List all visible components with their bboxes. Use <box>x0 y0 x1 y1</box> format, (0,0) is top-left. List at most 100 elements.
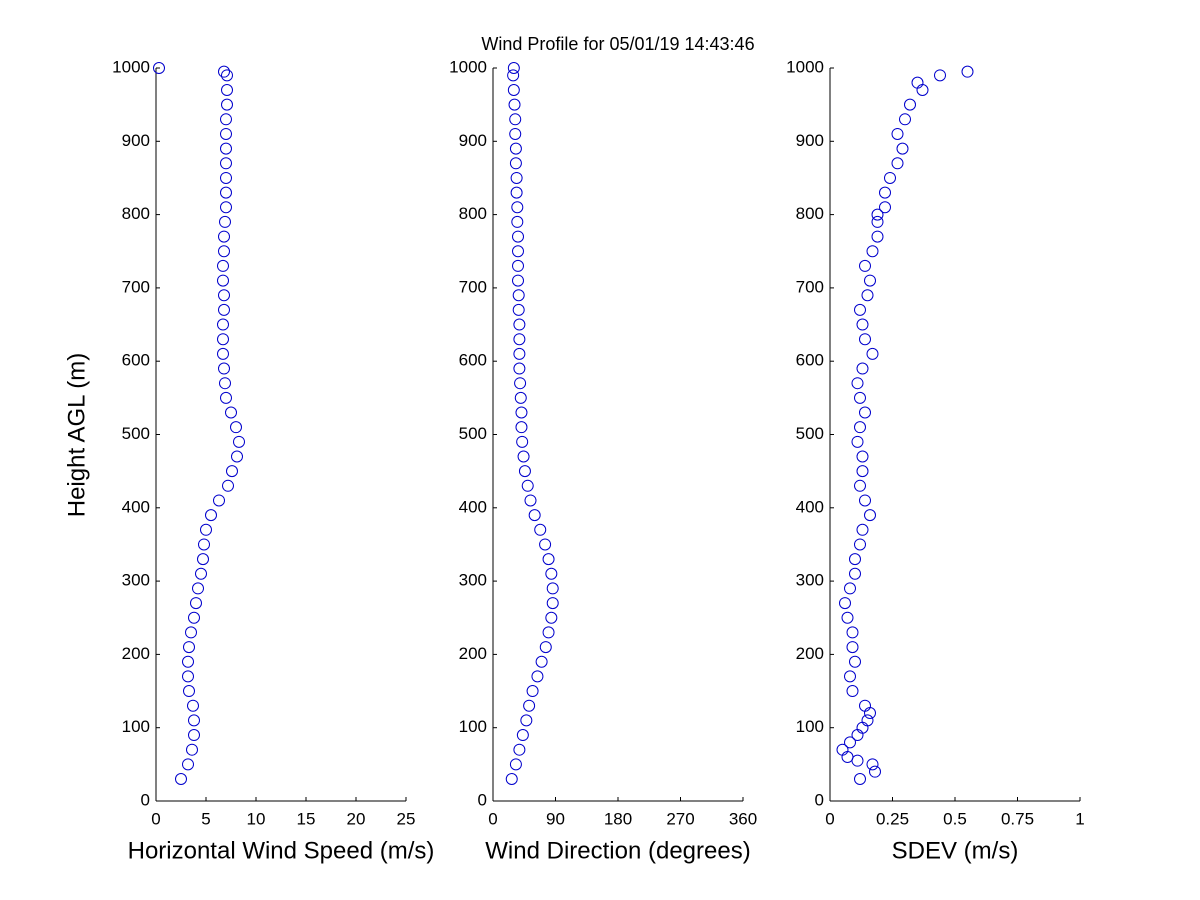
y-tick-label: 0 <box>478 790 487 809</box>
x-axis-label: Wind Direction (degrees) <box>485 837 750 864</box>
y-tick-label: 1000 <box>786 57 824 76</box>
data-point <box>854 303 866 316</box>
data-point <box>539 641 552 654</box>
y-tick-label: 600 <box>796 351 824 370</box>
y-tick-label: 300 <box>796 571 824 590</box>
data-point <box>864 274 876 287</box>
data-point <box>205 509 217 522</box>
data-point <box>856 465 869 478</box>
data-point <box>864 509 876 522</box>
data-point <box>891 157 904 170</box>
data-point <box>844 736 856 749</box>
data-point <box>217 274 229 287</box>
data-point <box>509 127 522 140</box>
data-point <box>869 765 881 778</box>
data-point <box>182 758 194 771</box>
y-tick-label: 800 <box>796 204 824 223</box>
data-point <box>861 714 874 727</box>
data-point <box>513 333 526 346</box>
data-point <box>218 65 230 78</box>
data-point <box>836 743 849 756</box>
data-point <box>217 318 229 331</box>
data-point <box>175 773 187 786</box>
data-point <box>509 157 522 170</box>
data-point <box>513 362 526 375</box>
y-tick-label: 400 <box>122 497 150 516</box>
y-tick-label: 700 <box>459 277 487 296</box>
data-point <box>871 215 884 228</box>
x-tick-label: 90 <box>546 809 565 828</box>
data-point <box>233 435 245 448</box>
x-tick-label: 5 <box>201 809 210 828</box>
data-point <box>198 538 210 551</box>
data-point <box>182 670 194 683</box>
data-point <box>856 318 869 331</box>
y-tick-label: 100 <box>459 717 487 736</box>
data-point <box>218 303 230 316</box>
data-point <box>896 142 909 155</box>
data-point <box>514 391 527 404</box>
data-point <box>904 98 916 111</box>
data-point <box>846 641 859 654</box>
y-tick-label: 200 <box>122 644 150 663</box>
data-point <box>871 230 884 243</box>
data-point <box>534 523 547 536</box>
data-point <box>545 567 558 580</box>
data-point <box>545 611 558 624</box>
data-point <box>911 76 924 89</box>
data-point <box>218 245 230 258</box>
y-tick-label: 300 <box>459 571 487 590</box>
data-point <box>851 435 864 448</box>
data-point <box>841 611 854 624</box>
data-point <box>221 69 233 82</box>
data-point <box>230 421 242 434</box>
data-point <box>515 421 528 434</box>
y-tick-label: 1000 <box>112 57 150 76</box>
data-point <box>521 479 534 492</box>
data-point <box>526 685 539 698</box>
data-point <box>866 758 879 771</box>
data-point <box>513 743 526 756</box>
data-point <box>220 201 232 214</box>
data-point <box>844 582 856 595</box>
data-point <box>546 582 559 595</box>
y-tick-label: 700 <box>796 277 824 296</box>
x-tick-label: 25 <box>397 809 416 828</box>
data-point <box>213 494 225 507</box>
data-point <box>839 597 851 610</box>
data-point <box>871 208 884 221</box>
y-tick-label: 600 <box>459 351 487 370</box>
y-axis-label: Height AGL (m) <box>63 353 90 518</box>
data-point <box>856 362 869 375</box>
data-point <box>899 113 911 126</box>
data-point <box>182 655 194 668</box>
data-point <box>192 582 204 595</box>
data-point <box>221 83 233 96</box>
data-point <box>183 641 195 654</box>
data-point <box>961 65 974 78</box>
data-point <box>186 743 198 756</box>
data-point <box>197 553 209 566</box>
data-point <box>866 347 879 360</box>
data-point <box>854 391 866 404</box>
x-axis-label: Horizontal Wind Speed (m/s) <box>128 837 435 864</box>
data-point <box>516 435 529 448</box>
data-point <box>507 83 520 96</box>
data-point <box>879 201 891 214</box>
data-point <box>856 450 869 463</box>
data-point <box>849 567 861 580</box>
y-tick-label: 900 <box>122 131 150 150</box>
data-point <box>218 230 230 243</box>
data-point <box>188 714 200 727</box>
data-point <box>524 494 537 507</box>
data-point <box>512 259 524 272</box>
data-point <box>217 347 229 360</box>
data-point <box>153 62 165 74</box>
data-point <box>185 626 197 639</box>
x-axis-label: SDEV (m/s) <box>892 837 1019 864</box>
data-point <box>220 186 232 199</box>
data-point <box>513 347 526 360</box>
data-point <box>516 729 529 742</box>
data-point <box>509 113 522 126</box>
data-point <box>849 553 861 566</box>
